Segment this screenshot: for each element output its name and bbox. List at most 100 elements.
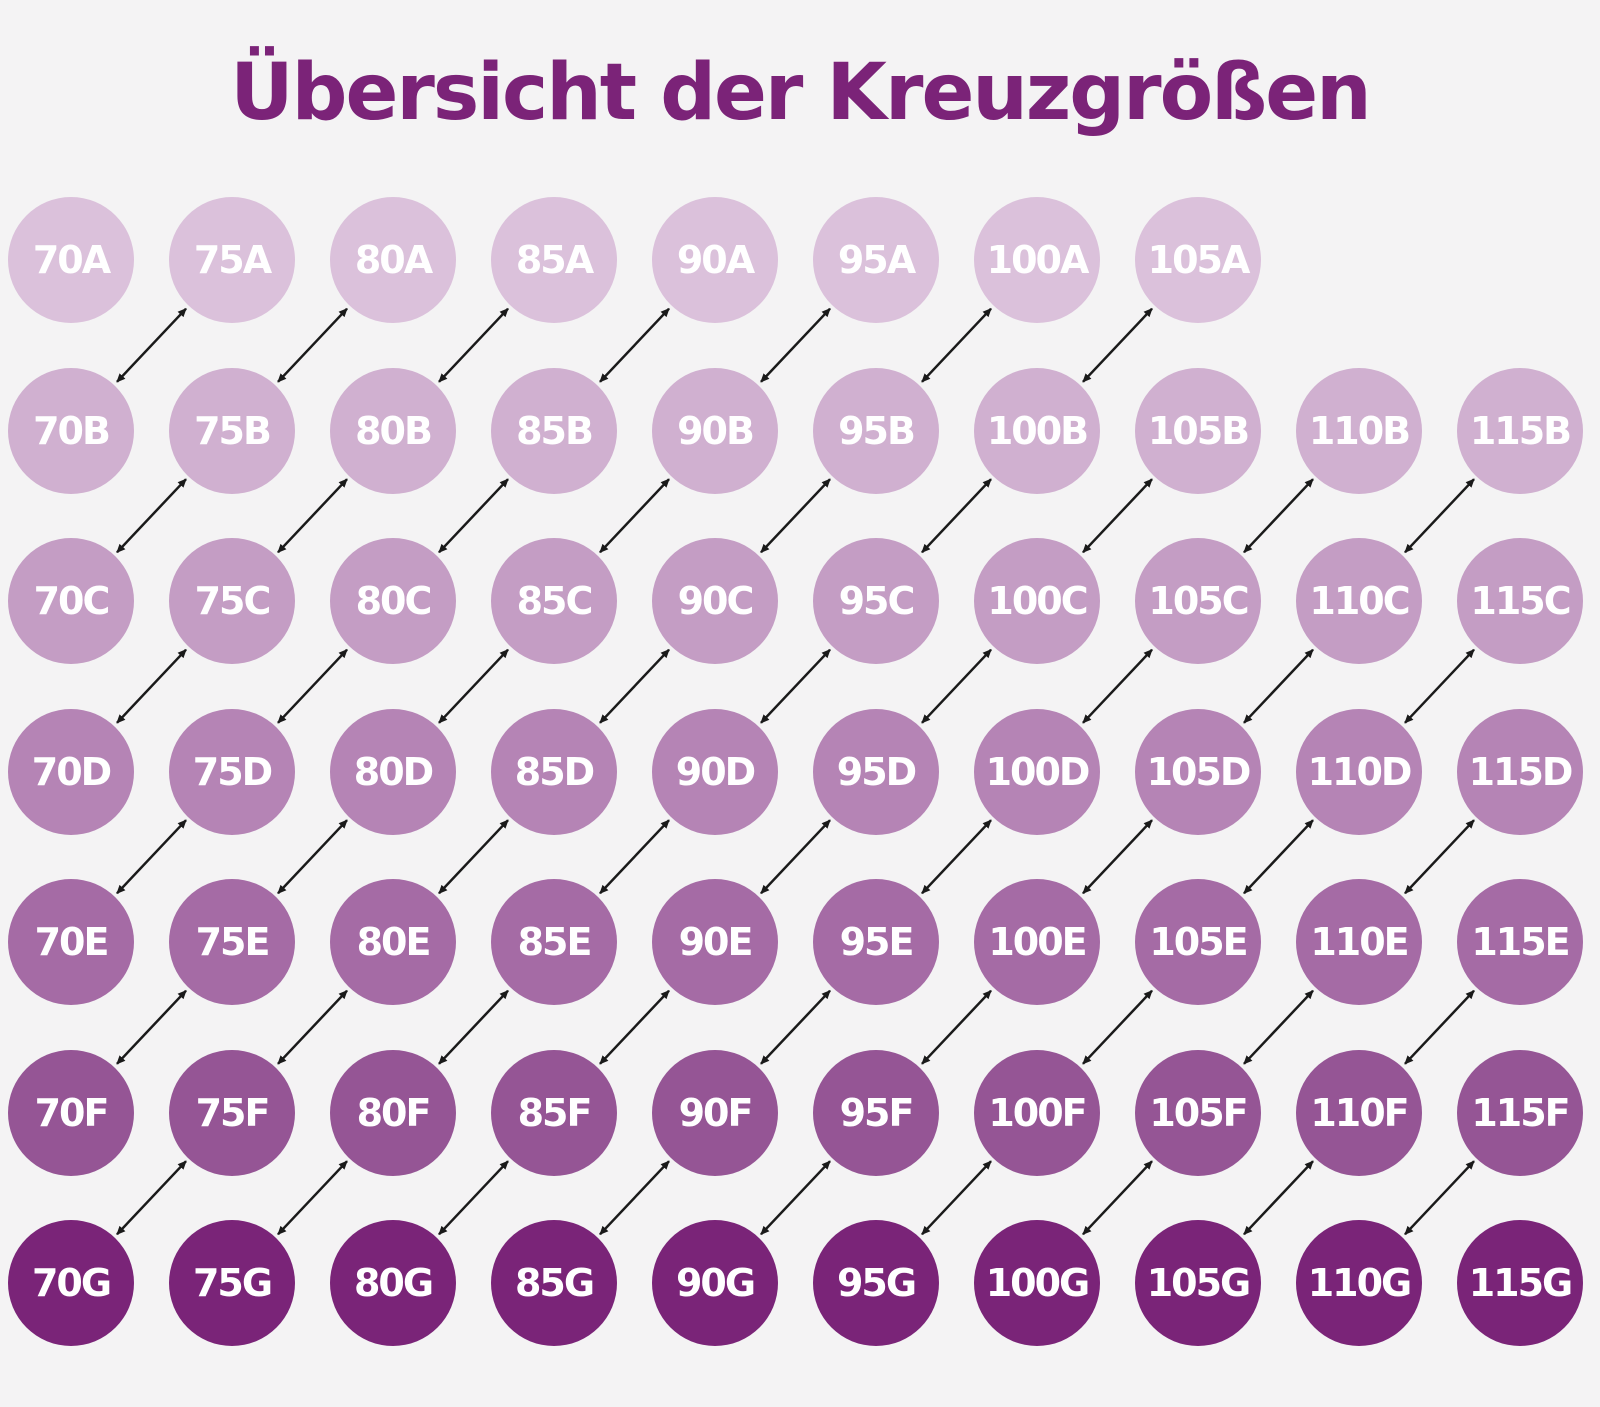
sister-size-arrow — [760, 307, 831, 383]
size-label: 95B — [838, 408, 916, 453]
size-circle-115c: 115C — [1457, 538, 1583, 664]
sister-size-arrow — [277, 307, 348, 383]
size-label: 90G — [675, 1261, 756, 1305]
sister-size-arrow — [760, 1160, 831, 1236]
size-label: 80E — [356, 920, 432, 964]
sister-size-arrow — [277, 648, 348, 724]
sister-size-arrow — [760, 478, 831, 554]
size-label: 70E — [34, 920, 110, 964]
size-label: 100G — [985, 1261, 1091, 1305]
size-circle-90c: 90C — [652, 538, 778, 664]
size-circle-70d: 70D — [8, 708, 134, 835]
sister-size-arrow — [599, 1160, 670, 1236]
sister-size-arrow — [1243, 648, 1314, 724]
size-circle-110d: 110D — [1296, 708, 1422, 835]
sister-size-arrow — [1082, 648, 1153, 724]
size-label: 70G — [31, 1261, 112, 1305]
size-circle-85d: 85D — [491, 708, 617, 835]
sister-size-arrow — [116, 819, 187, 895]
size-label: 70B — [33, 408, 111, 453]
size-label: 85G — [514, 1261, 595, 1305]
size-circle-95c: 95C — [813, 538, 939, 664]
size-label: 100F — [988, 1090, 1087, 1135]
size-label: 95C — [838, 579, 916, 623]
size-circle-110b: 110B — [1296, 367, 1422, 494]
sister-size-arrow — [438, 478, 509, 554]
size-label: 95G — [836, 1261, 917, 1305]
size-circle-100f: 100F — [974, 1049, 1100, 1176]
size-circle-115g: 115G — [1457, 1220, 1583, 1346]
size-circle-80c: 80C — [330, 538, 456, 664]
size-label: 110G — [1307, 1261, 1413, 1305]
sister-size-arrow — [1243, 989, 1314, 1065]
sister-size-arrow — [599, 819, 670, 895]
size-circle-80e: 80E — [330, 879, 456, 1005]
size-circle-90a: 90A — [652, 197, 778, 323]
size-label: 80G — [353, 1261, 434, 1305]
size-label: 75B — [194, 408, 272, 453]
size-label: 115B — [1469, 408, 1572, 453]
size-label: 85E — [517, 920, 593, 964]
sister-size-arrow — [116, 989, 187, 1065]
sister-size-arrow — [599, 307, 670, 383]
size-label: 80B — [355, 408, 433, 453]
size-circle-100d: 100D — [974, 708, 1100, 835]
size-circle-105d: 105D — [1135, 708, 1261, 835]
size-circle-95e: 95E — [813, 879, 939, 1005]
sister-size-arrow — [1404, 819, 1475, 895]
size-label: 95A — [837, 238, 916, 282]
size-label: 105D — [1146, 749, 1252, 794]
size-label: 85C — [516, 579, 594, 623]
sister-size-arrow — [599, 989, 670, 1065]
size-label: 75E — [195, 920, 271, 964]
size-label: 110D — [1307, 749, 1413, 794]
size-circle-90e: 90E — [652, 879, 778, 1005]
size-label: 100D — [985, 749, 1091, 794]
size-label: 100B — [986, 408, 1089, 453]
size-circle-80b: 80B — [330, 367, 456, 494]
size-circle-85e: 85E — [491, 879, 617, 1005]
sister-size-arrow — [1404, 648, 1475, 724]
size-label: 100A — [986, 238, 1090, 282]
size-circle-70g: 70G — [8, 1220, 134, 1346]
size-circle-95a: 95A — [813, 197, 939, 323]
size-label: 100C — [987, 579, 1088, 623]
size-label: 95D — [836, 749, 917, 794]
size-label: 105B — [1147, 408, 1250, 453]
size-label: 105C — [1148, 579, 1249, 623]
size-circle-75d: 75D — [169, 708, 295, 835]
size-circle-75g: 75G — [169, 1220, 295, 1346]
size-label: 85F — [517, 1090, 593, 1135]
size-circle-70c: 70C — [8, 538, 134, 664]
size-label: 115D — [1468, 749, 1574, 794]
size-circle-75e: 75E — [169, 879, 295, 1005]
size-circle-85b: 85B — [491, 367, 617, 494]
size-label: 105G — [1146, 1261, 1252, 1305]
sister-size-arrow — [277, 819, 348, 895]
sister-size-arrow — [921, 307, 992, 383]
sister-size-arrow — [921, 478, 992, 554]
size-label: 75A — [193, 238, 272, 282]
sister-size-arrow — [921, 648, 992, 724]
size-label: 110B — [1308, 408, 1411, 453]
size-circle-70f: 70F — [8, 1049, 134, 1176]
size-circle-75f: 75F — [169, 1049, 295, 1176]
size-label: 115F — [1471, 1090, 1570, 1135]
sister-size-arrow — [760, 648, 831, 724]
size-label: 85A — [515, 238, 594, 282]
sister-size-arrow — [1243, 1160, 1314, 1236]
sister-size-arrow — [1082, 819, 1153, 895]
sister-size-arrow — [1082, 989, 1153, 1065]
size-circle-90b: 90B — [652, 367, 778, 494]
size-circle-85g: 85G — [491, 1220, 617, 1346]
size-label: 105A — [1147, 238, 1251, 282]
size-circle-90f: 90F — [652, 1049, 778, 1176]
size-circle-75a: 75A — [169, 197, 295, 323]
size-circle-70b: 70B — [8, 367, 134, 494]
sister-size-arrow — [1404, 478, 1475, 554]
size-label: 70C — [33, 579, 111, 623]
sister-size-arrow — [599, 478, 670, 554]
sister-size-arrow — [438, 1160, 509, 1236]
sister-size-arrow — [1082, 1160, 1153, 1236]
